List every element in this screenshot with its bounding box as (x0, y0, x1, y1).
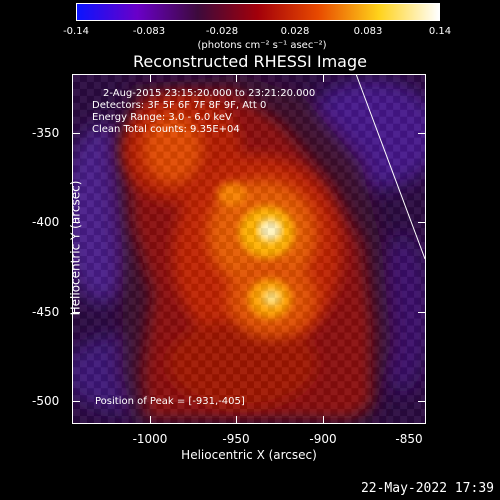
y-axis-title: Heliocentric Y (arcsec) (68, 180, 83, 316)
colorbar-tick-label: 0.14 (428, 26, 452, 37)
y-tick-label: -500 (32, 394, 60, 408)
colorbar (76, 3, 440, 21)
energy-range-text: Energy Range: 3.0 - 6.0 keV (92, 112, 232, 123)
time-range-text: 2-Aug-2015 23:15:20.000 to 23:21:20.000 (103, 88, 316, 99)
colorbar-units: (photons cm⁻² s⁻¹ asec⁻²) (197, 40, 327, 51)
x-tick-label: -900 (309, 432, 337, 446)
solar-limb-line (355, 75, 425, 260)
x-tick-label: -850 (395, 432, 423, 446)
colorbar-tick-label: -0.083 (132, 26, 166, 37)
y-tick-label: -450 (32, 305, 60, 319)
timestamp: 22-May-2022 17:39 (360, 481, 494, 496)
image-plot (72, 74, 426, 424)
colorbar-tick-label: 0.083 (353, 26, 383, 37)
heatmap-image (73, 75, 425, 423)
y-tick-label: -350 (32, 126, 60, 140)
x-axis-title: Heliocentric X (arcsec) (181, 448, 317, 462)
x-tick-label: -1000 (132, 432, 168, 446)
detectors-text: Detectors: 3F 5F 6F 7F 8F 9F, Att 0 (92, 100, 267, 111)
plot-title: Reconstructed RHESSI Image (133, 52, 367, 71)
y-tick-label: -400 (32, 215, 60, 229)
clean-counts-text: Clean Total counts: 9.35E+04 (92, 124, 240, 135)
colorbar-tick-label: -0.14 (63, 26, 89, 37)
colorbar-tick-label: -0.028 (205, 26, 239, 37)
colorbar-tick-label: 0.028 (280, 26, 310, 37)
peak-position-text: Position of Peak = [-931,-405] (95, 396, 245, 407)
x-tick-label: -950 (222, 432, 250, 446)
